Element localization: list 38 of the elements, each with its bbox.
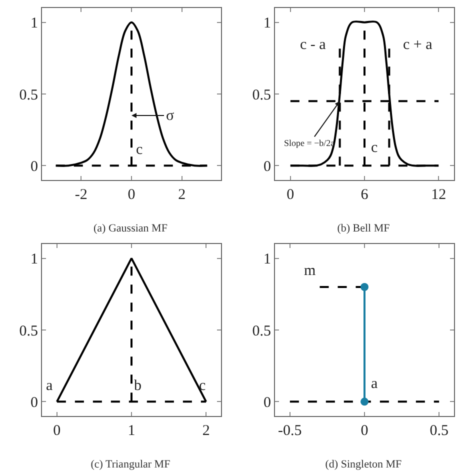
x-tick-label: 1 [128, 423, 136, 439]
text: (c) Triangular MF [90, 458, 170, 470]
x-tick-label: -2 [74, 187, 88, 203]
text: (d) Singleton MF [325, 458, 402, 470]
annotation: b [134, 378, 142, 394]
annotation: c + a [403, 37, 433, 53]
y-tick-label: 0.5 [19, 87, 38, 104]
y-tick-label: 1 [30, 16, 38, 32]
x-tick-label: 0.5 [430, 423, 448, 439]
x-tick-label: 0 [360, 423, 368, 439]
y-tick-label: 0 [264, 394, 271, 411]
y-tick-label: 1 [30, 252, 38, 268]
x-tick-label: 0 [286, 187, 294, 203]
x-tick-label: -0.5 [278, 423, 302, 439]
annotation: σ [166, 108, 174, 124]
annotation: a [371, 376, 378, 392]
y-tick-label: 0.5 [252, 87, 271, 104]
text: (a) Gaussian MF [94, 222, 168, 234]
y-tick-label: 1 [264, 16, 271, 32]
x-tick-label: 6 [360, 187, 369, 203]
annotation: m [304, 263, 316, 279]
x-tick-label: 2 [178, 187, 186, 203]
x-tick-label: 2 [202, 423, 210, 439]
y-tick-label: 0.5 [19, 323, 38, 340]
text: (b) Bell MF [337, 222, 390, 234]
x-tick-label: 0 [128, 187, 136, 203]
x-tick-label: 12 [431, 187, 446, 203]
annotation: c [371, 140, 378, 156]
x-tick-label: 0 [53, 423, 61, 439]
annotation: c - a [300, 37, 326, 53]
annotation: c [136, 142, 143, 158]
y-tick-label: 0 [30, 394, 38, 411]
y-tick-label: 1 [264, 252, 271, 268]
y-tick-label: 0 [30, 158, 38, 175]
annotation: c [199, 378, 206, 394]
y-tick-label: 0 [264, 158, 271, 175]
y-tick-label: 0.5 [252, 323, 271, 340]
annotation: a [46, 378, 53, 394]
